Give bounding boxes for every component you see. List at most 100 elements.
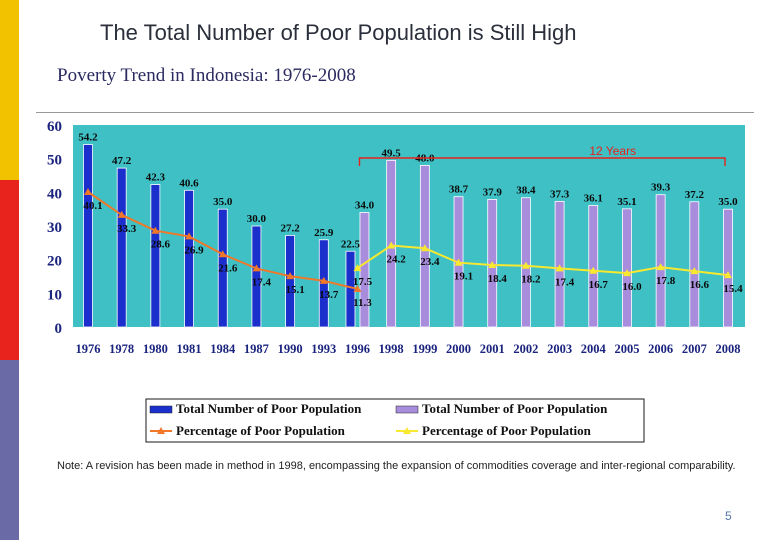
title-divider [36, 112, 754, 113]
x-tick-label: 1993 [311, 342, 336, 356]
line-data-label: 17.4 [252, 276, 272, 288]
x-tick-label: 2004 [581, 342, 607, 356]
y-tick-label: 20 [47, 254, 62, 270]
bar-data-label: 35.0 [718, 196, 738, 208]
bar [184, 189, 194, 328]
x-tick-label: 2007 [682, 342, 707, 356]
line-data-label: 23.4 [420, 256, 440, 268]
y-tick-label: 40 [47, 186, 62, 202]
x-tick-label: 1980 [143, 342, 168, 356]
bar [217, 208, 228, 328]
line-data-label: 24.2 [387, 254, 407, 266]
x-tick-label: 1978 [109, 342, 134, 356]
bar-data-label: 22.5 [341, 238, 361, 250]
x-tick-label: 1996 [345, 342, 370, 356]
line-marker [84, 187, 92, 195]
legend-marker [403, 427, 411, 434]
accent-stripe-red [0, 180, 19, 360]
chart-title: Poverty Trend in Indonesia: 1976-2008 [57, 65, 356, 86]
accent-stripe-purple [0, 360, 19, 540]
x-tick-label: 2002 [513, 342, 538, 356]
y-tick-label: 0 [55, 321, 63, 337]
page-number: 5 [725, 509, 732, 523]
line-data-label: 33.3 [117, 223, 137, 235]
x-tick-label: 2000 [446, 342, 471, 356]
bar-data-label: 36.1 [584, 192, 603, 204]
plot-area [73, 125, 745, 327]
bar [622, 208, 632, 328]
bar [116, 167, 127, 328]
line-data-label: 18.2 [521, 274, 541, 286]
bar [655, 194, 666, 328]
legend-swatch [395, 405, 419, 414]
bar-data-label: 37.9 [483, 186, 503, 198]
bar-data-label: 40.6 [179, 177, 199, 189]
line-marker [656, 263, 665, 271]
x-tick-label: 1984 [210, 342, 236, 356]
line-data-label: 16.7 [589, 279, 609, 291]
x-tick-label: 2003 [547, 342, 572, 356]
y-tick-label: 30 [47, 220, 62, 236]
bar [554, 201, 565, 328]
y-tick-label: 60 [47, 119, 62, 135]
legend-label: Percentage of Poor Population [422, 423, 592, 438]
line-data-label: 17.5 [353, 276, 373, 288]
bar-data-label: 34.0 [355, 200, 375, 212]
y-tick-label: 10 [47, 287, 62, 303]
line-data-label: 13.7 [319, 289, 339, 301]
bar-data-label: 37.3 [550, 188, 570, 200]
x-tick-label: 2006 [648, 342, 673, 356]
line-marker [387, 241, 396, 249]
line-marker [286, 272, 295, 280]
line-data-label: 28.6 [151, 239, 171, 251]
line-data-label: 18.4 [488, 273, 508, 285]
series-line [356, 244, 729, 277]
bar [150, 184, 161, 328]
bar-data-label: 35.0 [213, 196, 233, 208]
line-marker [454, 258, 463, 266]
x-tick-label: 1999 [412, 342, 437, 356]
legend-box [145, 398, 645, 443]
footnote: Note: A revision has been made in method… [57, 460, 736, 472]
line-marker [555, 264, 564, 272]
line-marker [252, 264, 261, 272]
legend-label: Total Number of Poor Population [422, 401, 608, 416]
annotation-label: 12 Years [589, 144, 636, 158]
bar-data-label: 30.0 [247, 213, 267, 225]
line-marker [521, 261, 530, 269]
line-marker [319, 276, 328, 284]
x-tick-label: 1987 [244, 342, 269, 356]
bar [83, 144, 93, 328]
line-marker [218, 250, 227, 258]
x-tick-label: 2005 [614, 342, 639, 356]
bar-data-label: 49.5 [382, 147, 402, 159]
bar-data-label: 37.2 [685, 189, 705, 201]
accent-stripe-yellow [0, 0, 19, 180]
bar [588, 205, 599, 328]
bar-data-label: 25.9 [314, 227, 334, 239]
bar [251, 225, 262, 328]
line-data-label: 40.1 [83, 200, 102, 212]
bar-data-label: 54.2 [78, 132, 98, 144]
line-data-label: 15.1 [285, 284, 304, 296]
legend-marker [157, 427, 165, 434]
bar-data-label: 39.3 [651, 182, 671, 194]
line-data-label: 26.9 [184, 244, 204, 256]
line-data-label: 15.4 [723, 283, 743, 295]
legend-label: Total Number of Poor Population [176, 401, 362, 416]
line-marker [353, 284, 362, 292]
line-data-label: 16.6 [690, 279, 710, 291]
slide-title: The Total Number of Poor Population is S… [100, 20, 577, 45]
bar [285, 235, 296, 328]
bar [723, 208, 733, 328]
line-marker [622, 269, 631, 277]
bar [359, 212, 370, 328]
line-marker [353, 264, 362, 272]
bar-data-label: 42.3 [146, 172, 166, 184]
legend-label: Percentage of Poor Population [176, 423, 346, 438]
bar [345, 250, 356, 328]
bar-data-label: 38.4 [516, 185, 536, 197]
line-marker [589, 266, 598, 274]
annotation-bracket [358, 157, 726, 166]
